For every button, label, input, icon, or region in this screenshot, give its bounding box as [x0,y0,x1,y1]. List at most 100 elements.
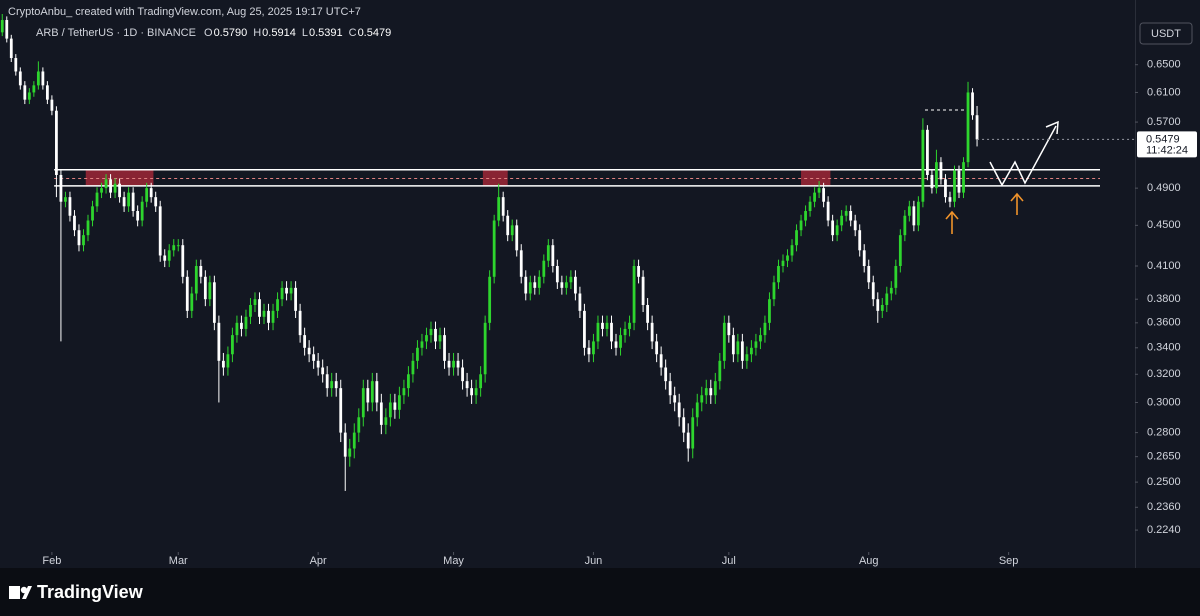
candle-body [334,381,338,389]
candle-body [750,347,753,355]
candle-body [731,335,735,355]
candle-body [77,230,81,246]
last-price-tag [1137,131,1197,158]
candle-body [226,354,230,368]
currency-button[interactable] [1139,22,1193,45]
currency-label[interactable]: USDT [1151,28,1181,40]
candle-body [434,328,437,342]
candle-body [488,276,492,323]
y-tick-label: 0.2500 [1147,476,1181,488]
candle-body [456,360,460,368]
projection-arrowhead [1045,120,1059,135]
candle-body [601,322,604,329]
candle-body [118,183,121,198]
candle-body [578,293,582,311]
candle-body [903,215,907,236]
candle-body [817,188,821,193]
candle-body [659,354,663,368]
ohlc-prefix: C [349,27,357,39]
candle-body [461,367,464,382]
candle-body [136,211,140,221]
candle-body [682,417,686,433]
candle-body [91,206,94,221]
candle-body [127,192,131,207]
ohlc-value: 0.5479 [358,27,392,39]
candle-body [271,310,275,323]
candle-body [474,388,478,396]
candle-body [59,174,63,202]
candle-body [592,341,595,355]
candle-body [312,354,316,361]
candle-body [185,276,189,311]
candle-body [465,381,469,389]
candle-body [154,197,158,207]
candle-body [926,129,929,175]
candle-body [240,322,243,329]
candle-body [5,20,9,39]
ohlc-prefix: O [204,27,213,39]
candle-body [668,381,672,396]
highlight-box [482,169,508,186]
candle-body [619,335,622,348]
candle-body [253,299,257,305]
candle-body [537,276,541,288]
candle-body [646,304,650,323]
candles [0,13,1100,491]
candle-body [221,360,225,368]
candle-body [14,58,18,72]
candle-body [416,347,419,361]
candle-body [790,245,794,256]
y-tick-label: 0.3800 [1147,293,1181,305]
candle-body [560,282,564,288]
brand-logo [9,586,32,599]
candle-body [713,381,717,396]
candle-body [831,220,835,236]
candle-body [885,293,889,305]
candle-body [208,282,212,300]
candle-body [777,266,780,283]
ohlc-prefix: L [302,27,308,39]
orange-arrow [945,210,959,234]
candle-body [524,276,528,294]
highlight-box [85,169,154,186]
candle-body [244,316,248,329]
candle-body [637,266,640,277]
x-tick-label: Jul [722,555,736,567]
candle-body [73,215,76,231]
candle-body [763,322,767,336]
x-tick-label: Jun [585,555,603,567]
candle-body [614,341,618,348]
candle-body [781,260,785,267]
candle-body [64,197,67,202]
candle-body [149,188,153,198]
ohlc-value: 0.5790 [214,27,248,39]
y-tick-label: 0.4500 [1147,219,1181,231]
candle-body [930,174,934,189]
candle-body [542,260,546,277]
candle-body [722,322,726,361]
candle-body [438,335,442,342]
candle-body [650,322,654,342]
candle-body [957,170,961,193]
candle-body [497,197,501,221]
candle-body [844,211,848,216]
candle-body [45,85,49,100]
y-tick-label: 0.2360 [1147,501,1181,513]
candle-body [727,322,731,336]
ohlc-value: 0.5914 [262,27,296,39]
candle-body [862,250,866,267]
candle-body [407,374,410,389]
candle-body [343,432,347,457]
candle-body [330,381,334,389]
candle-body [691,417,695,449]
x-tick-label: Aug [859,555,879,567]
candle-body [813,192,816,202]
candle-body [181,245,185,277]
candle-body [610,322,613,342]
candle-body [546,245,550,261]
candle-body [506,215,510,236]
candle-body [352,432,356,449]
ohlc-legend: O 0.5790 H 0.5914 L 0.5391 C 0.5479 [204,27,391,39]
candle-body [294,287,297,311]
